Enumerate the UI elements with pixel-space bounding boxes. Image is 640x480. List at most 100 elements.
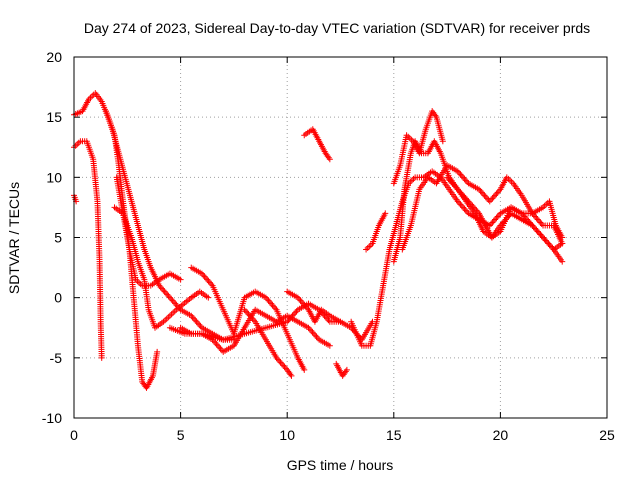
data-point-marker — [277, 359, 284, 366]
data-point-marker — [162, 290, 169, 297]
data-point-marker — [268, 300, 275, 307]
data-point-marker — [406, 135, 413, 142]
data-point-marker — [494, 189, 501, 196]
data-point-marker — [170, 309, 177, 316]
y-tick-label: 5 — [54, 230, 62, 246]
series-s11 — [284, 288, 344, 325]
x-tick-label: 0 — [70, 427, 78, 443]
grid-lines — [74, 57, 607, 418]
data-point-marker — [439, 138, 446, 145]
data-point-marker — [493, 190, 500, 197]
series-s5 — [71, 192, 80, 205]
data-point-marker — [204, 276, 211, 283]
data-point-marker — [457, 201, 464, 208]
data-point-marker — [89, 93, 96, 100]
data-point-marker — [460, 204, 467, 211]
data-point-marker — [288, 372, 295, 379]
series-s14 — [348, 168, 566, 349]
data-point-marker — [537, 231, 544, 238]
data-point-marker — [478, 189, 485, 196]
data-point-marker — [366, 243, 373, 250]
data-point-marker — [276, 357, 283, 364]
y-tick-labels: -10 -5 0 5 10 15 20 — [42, 49, 62, 426]
data-point-marker — [269, 302, 276, 309]
y-axis-label: SDTVAR / TECUs — [6, 182, 22, 294]
data-point-marker — [98, 354, 105, 361]
data-point-marker — [160, 287, 167, 294]
data-point-marker — [534, 216, 541, 223]
data-point-marker — [490, 193, 497, 200]
data-point-marker — [270, 303, 277, 310]
x-tick-labels: 0 5 10 15 20 25 — [70, 427, 615, 443]
data-point-marker — [532, 213, 539, 220]
data-point-marker — [462, 177, 469, 184]
data-point-marker — [213, 341, 220, 348]
series-s17 — [399, 162, 566, 253]
data-point-marker — [490, 217, 497, 224]
data-point-marker — [326, 156, 333, 163]
data-point-marker — [166, 312, 173, 319]
data-point-marker — [473, 207, 480, 214]
data-point-marker — [154, 348, 161, 355]
series-s8 — [188, 264, 308, 373]
x-tick-label: 5 — [177, 427, 185, 443]
data-point-marker — [168, 311, 175, 318]
x-axis-label: GPS time / hours — [287, 457, 394, 473]
data-point-marker — [196, 321, 203, 328]
data-point-marker — [488, 196, 495, 203]
data-point-marker — [301, 366, 308, 373]
data-point-marker — [482, 193, 489, 200]
data-point-marker — [265, 297, 272, 304]
series-s4 — [71, 138, 105, 361]
data-point-marker — [297, 297, 304, 304]
series-s3 — [113, 174, 161, 391]
data-point-marker — [489, 195, 496, 202]
data-point-marker — [488, 220, 495, 227]
data-point-marker — [460, 174, 467, 181]
data-point-marker — [410, 175, 417, 182]
data-point-marker — [201, 273, 208, 280]
data-point-marker — [205, 278, 212, 285]
data-point-marker — [481, 192, 488, 199]
data-point-marker — [164, 291, 171, 298]
data-point-marker — [74, 141, 81, 148]
data-point-marker — [313, 333, 320, 340]
data-point-marker — [538, 232, 545, 239]
series-s13 — [333, 360, 350, 379]
data-point-marker — [326, 342, 333, 349]
data-point-marker — [205, 294, 212, 301]
data-point-marker — [202, 275, 209, 282]
data-point-marker — [166, 294, 173, 301]
data-point-marker — [280, 362, 287, 369]
data-point-marker — [312, 332, 319, 339]
y-tick-label: -5 — [50, 350, 63, 366]
data-point-marker — [537, 219, 544, 226]
data-point-marker — [165, 293, 172, 300]
data-point-marker — [541, 236, 548, 243]
y-tick-label: 0 — [54, 290, 62, 306]
x-tick-label: 15 — [386, 427, 402, 443]
data-point-marker — [542, 237, 549, 244]
data-point-marker — [559, 234, 566, 241]
data-point-marker — [559, 258, 566, 265]
data-point-marker — [169, 297, 176, 304]
data-point-marker — [538, 220, 545, 227]
series-s10 — [241, 306, 295, 379]
data-point-marker — [242, 308, 249, 315]
data-point-marker — [382, 210, 389, 217]
data-point-marker — [136, 279, 143, 286]
data-point-marker — [193, 318, 200, 325]
data-point-marker — [364, 245, 371, 252]
x-tick-label: 20 — [493, 427, 509, 443]
data-point-marker — [533, 214, 540, 221]
data-points — [71, 90, 566, 391]
data-point-marker — [544, 239, 551, 246]
data-point-marker — [408, 177, 415, 184]
data-point-marker — [559, 240, 566, 247]
series-s19 — [444, 174, 566, 241]
y-tick-label: 10 — [46, 169, 62, 185]
y-tick-label: -10 — [42, 410, 62, 426]
data-point-marker — [458, 172, 465, 179]
data-point-marker — [281, 363, 288, 370]
data-point-marker — [310, 330, 317, 337]
